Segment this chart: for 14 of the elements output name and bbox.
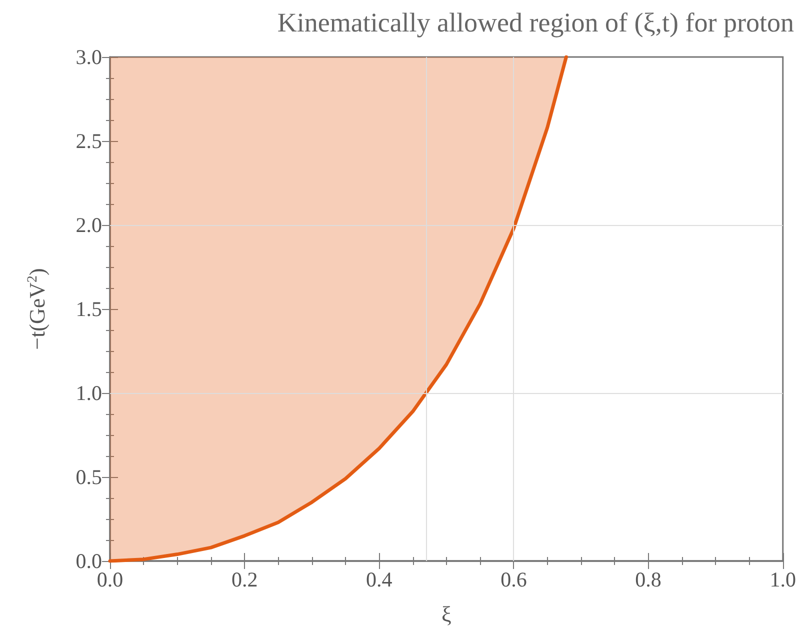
y-axis-title: −t(GeV2) (24, 268, 50, 350)
x-axis-title: ξ (442, 602, 452, 626)
x-tick-label: 0.4 (366, 568, 393, 592)
chart-title: Kinematically allowed region of (ξ,t) for proton (277, 8, 794, 38)
y-tick-label: 2.0 (76, 213, 102, 237)
x-tick-label: 0.8 (635, 568, 662, 592)
x-tick-label: 0.6 (500, 568, 527, 592)
y-tick-label: 1.5 (76, 297, 102, 321)
y-tick-label: 3.0 (76, 45, 102, 69)
y-tick-label: 1.0 (76, 381, 102, 405)
x-tick-label: 1.0 (770, 568, 796, 592)
x-tick-label: 0.2 (231, 568, 258, 592)
y-tick-label: 2.5 (76, 129, 102, 153)
y-tick-label: 0.5 (76, 465, 102, 489)
